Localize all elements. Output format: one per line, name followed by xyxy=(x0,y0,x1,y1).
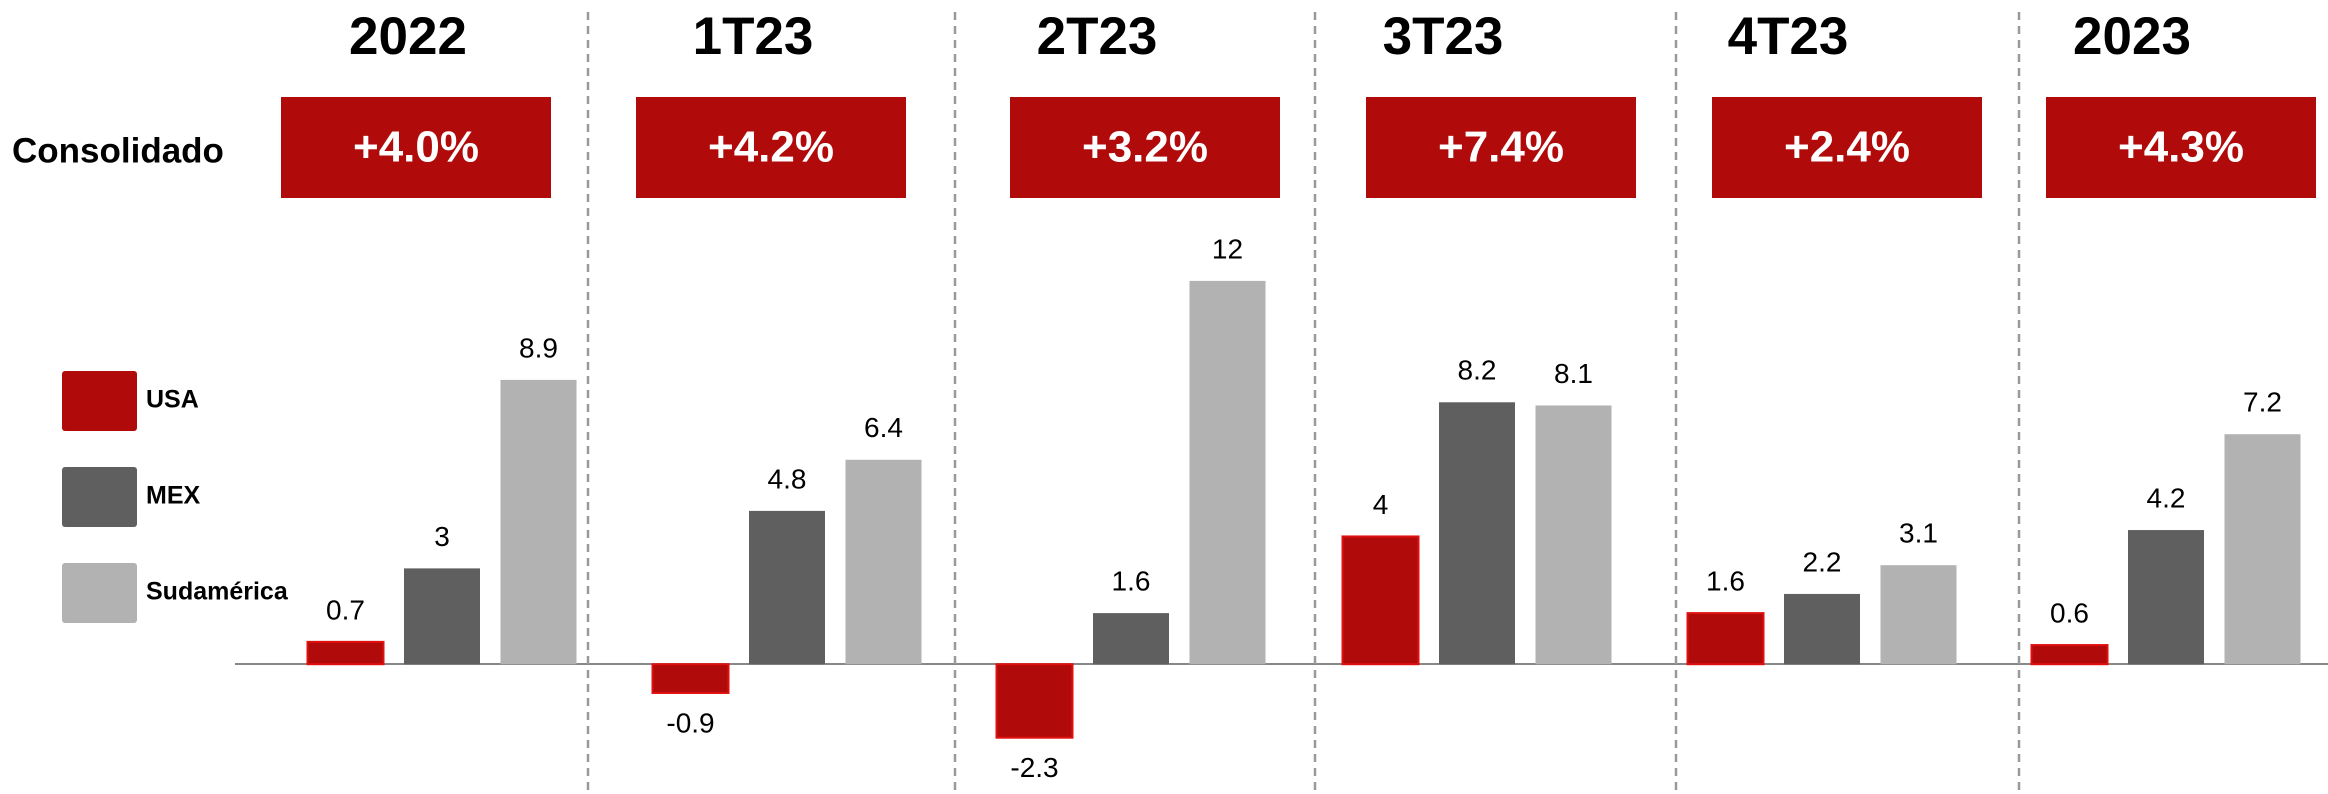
consolidado-value: +2.4% xyxy=(1784,123,1910,172)
bar xyxy=(651,663,730,694)
consolidado-value: +3.2% xyxy=(1082,123,1208,172)
data-label: 4.8 xyxy=(768,463,807,494)
consolidado-box xyxy=(1712,97,1982,198)
period-title: 1T23 xyxy=(693,7,814,66)
legend-label: MEX xyxy=(146,482,201,510)
legend-label: Sudamérica xyxy=(146,578,289,606)
bar xyxy=(404,568,480,665)
bar xyxy=(1686,612,1765,666)
data-label: 0.6 xyxy=(2050,597,2089,628)
data-label: 3.1 xyxy=(1899,518,1938,549)
period-title: 2023 xyxy=(2073,7,2191,66)
separators xyxy=(586,12,2021,794)
bar xyxy=(1784,593,1860,665)
legend-label: USA xyxy=(146,386,199,414)
period-title: 3T23 xyxy=(1383,7,1504,66)
data-label: 1.6 xyxy=(1112,566,1151,597)
data-label: -2.3 xyxy=(1010,752,1058,783)
data-label: 0.7 xyxy=(326,594,365,625)
period-title: 2022 xyxy=(349,7,467,66)
consolidado-box xyxy=(2046,97,2316,198)
bar xyxy=(995,663,1074,739)
bar xyxy=(306,640,385,666)
bar xyxy=(845,459,922,665)
legend-swatch xyxy=(62,467,137,527)
bar xyxy=(1439,402,1515,665)
data-label: 3 xyxy=(434,521,450,552)
consolidado-value: +4.2% xyxy=(708,123,834,172)
consolidado-value: +4.3% xyxy=(2118,123,2244,172)
bar xyxy=(749,510,825,665)
period-title: 2T23 xyxy=(1037,7,1158,66)
data-label: 4.2 xyxy=(2147,482,2186,513)
data-label: 1.6 xyxy=(1706,566,1745,597)
data-label: 8.9 xyxy=(519,332,558,363)
consolidado-box xyxy=(281,97,551,198)
bar xyxy=(1189,280,1266,665)
bar xyxy=(1341,535,1420,666)
period-title: 4T23 xyxy=(1728,7,1849,66)
bar xyxy=(1535,405,1612,665)
consolidado-label: Consolidado xyxy=(12,131,224,170)
consolidado-box xyxy=(636,97,906,198)
data-label: 6.4 xyxy=(864,412,903,443)
consolidado-box xyxy=(1010,97,1280,198)
legend-swatch xyxy=(62,371,137,431)
bar xyxy=(500,379,577,665)
data-label: 12 xyxy=(1212,233,1243,264)
bar xyxy=(2224,434,2301,665)
data-label: -0.9 xyxy=(666,707,714,738)
consolidado-box xyxy=(1366,97,1636,198)
data-label: 2.2 xyxy=(1803,546,1842,577)
data-label: 7.2 xyxy=(2243,387,2282,418)
bar xyxy=(1093,613,1169,665)
bar xyxy=(2128,530,2204,665)
legend-swatch xyxy=(62,563,137,623)
consolidado-value: +7.4% xyxy=(1438,123,1564,172)
bar xyxy=(1880,565,1957,665)
consolidado-value: +4.0% xyxy=(353,123,479,172)
data-label: 8.2 xyxy=(1458,355,1497,386)
bar xyxy=(2030,644,2109,666)
data-label: 4 xyxy=(1373,489,1389,520)
data-label: 8.1 xyxy=(1554,358,1593,389)
